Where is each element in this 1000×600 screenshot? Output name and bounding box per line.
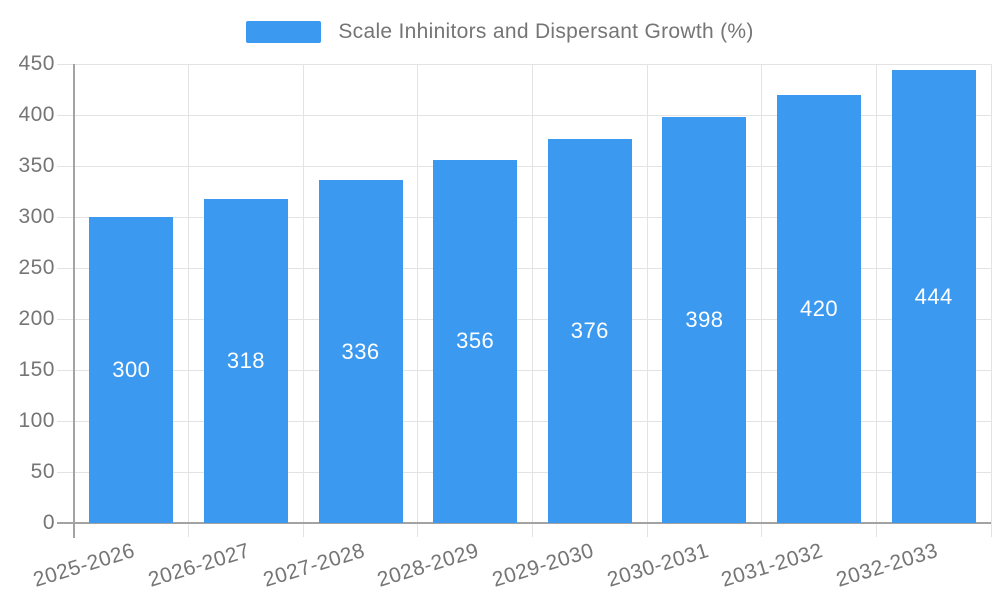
- y-tick-label: 150: [18, 358, 55, 381]
- bar: 336: [318, 180, 403, 523]
- y-axis-line: [73, 64, 75, 538]
- y-tick-label: 400: [18, 103, 55, 126]
- y-axis-tick: [57, 267, 74, 269]
- bar: 318: [203, 198, 288, 523]
- bar-value-label: 356: [456, 328, 495, 354]
- x-gridline: [875, 64, 877, 537]
- y-axis-tick: [57, 165, 74, 167]
- bar-value-label: 420: [799, 295, 839, 321]
- x-gridline: [532, 64, 533, 537]
- x-axis-line: [57, 522, 991, 524]
- x-gridline: [417, 64, 419, 537]
- bar: 398: [662, 117, 747, 523]
- bar-value-label: 376: [570, 318, 609, 344]
- y-axis-tick: [57, 114, 74, 116]
- y-axis-tick: [57, 63, 74, 65]
- bar-value-label: 398: [685, 307, 724, 332]
- x-tick-label: 2028-2029: [374, 539, 482, 592]
- bar: 356: [433, 159, 518, 523]
- x-tick-label: 2030-2031: [604, 539, 712, 592]
- x-tick-label: 2029-2030: [489, 539, 597, 592]
- x-gridline: [990, 64, 992, 537]
- x-tick-label: 2026-2027: [145, 539, 253, 592]
- x-tick-label: 2032-2033: [833, 539, 941, 592]
- legend-swatch[interactable]: [246, 21, 322, 43]
- y-tick-label: 350: [18, 154, 55, 177]
- y-axis-tick: [57, 369, 74, 371]
- legend[interactable]: Scale Inhinitors and Dispersant Growth (…: [0, 20, 1000, 44]
- bar: 444: [891, 70, 976, 523]
- bar-value-label: 318: [226, 347, 266, 373]
- x-tick-label: 2031-2032: [718, 539, 826, 592]
- x-tick-label: 2027-2028: [260, 539, 368, 592]
- y-tick-label: 0: [42, 511, 55, 534]
- x-gridline: [761, 64, 763, 537]
- y-axis-tick: [57, 420, 74, 422]
- bar-value-label: 336: [341, 338, 380, 364]
- bar: 376: [547, 139, 632, 523]
- y-tick-label: 450: [18, 52, 55, 75]
- bar-value-label: 444: [914, 283, 953, 309]
- chart-title[interactable]: Scale Inhinitors and Dispersant Growth (…: [338, 20, 754, 43]
- y-tick-label: 250: [18, 256, 55, 279]
- x-gridline: [188, 64, 190, 537]
- bar: 420: [777, 94, 862, 523]
- y-axis-tick: [57, 216, 74, 218]
- x-tick-label: 2025-2026: [30, 539, 139, 592]
- y-tick-label: 50: [30, 460, 55, 483]
- bar-value-label: 300: [112, 357, 151, 382]
- y-tick-label: 300: [18, 205, 55, 228]
- bar: 300: [89, 217, 174, 523]
- x-gridline: [302, 64, 304, 537]
- y-tick-label: 200: [18, 307, 55, 330]
- y-axis-tick: [57, 318, 74, 320]
- y-tick-label: 100: [18, 409, 55, 432]
- x-gridline: [646, 64, 648, 537]
- y-axis-tick: [57, 471, 74, 473]
